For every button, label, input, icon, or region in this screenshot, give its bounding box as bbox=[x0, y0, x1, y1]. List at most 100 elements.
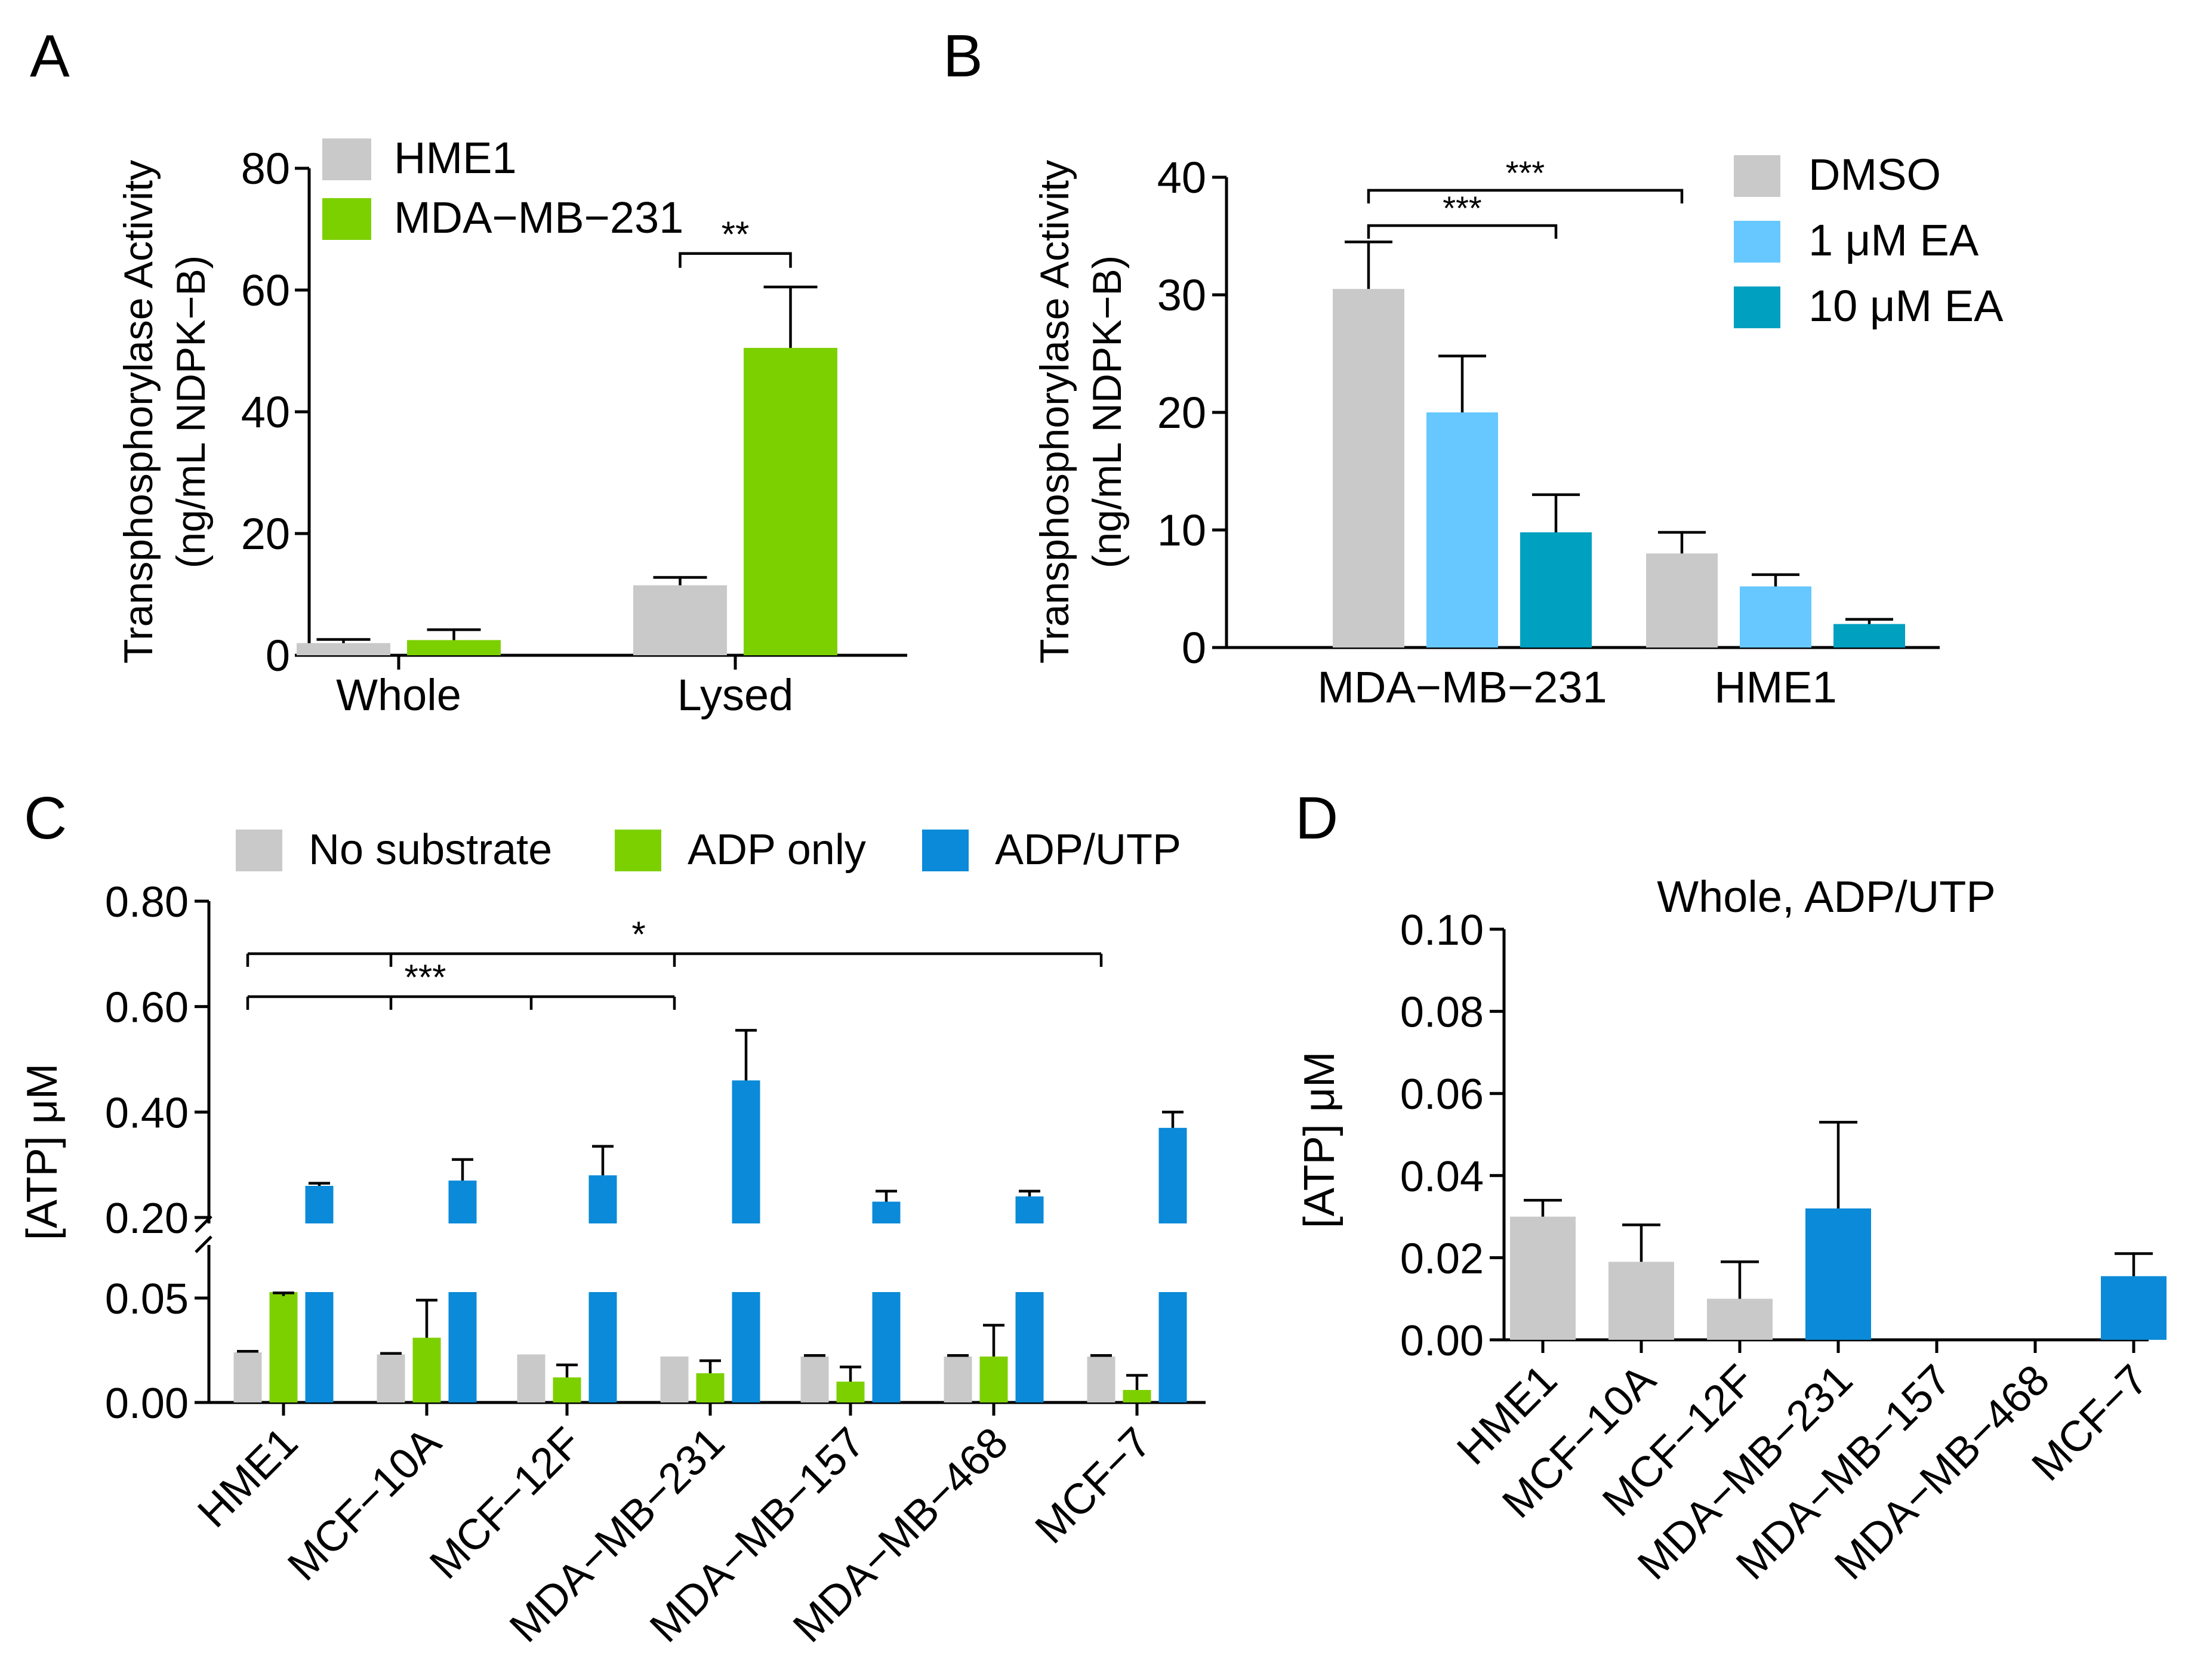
panel-a: A 0 20 40 60 80 Transphosphorylase Activity (ng… bbox=[30, 23, 907, 720]
bar-lower-segment bbox=[872, 1292, 901, 1402]
y-tick-label: 40 bbox=[241, 387, 290, 437]
bar bbox=[1646, 553, 1718, 648]
bar bbox=[305, 1186, 334, 1223]
bar bbox=[1158, 1127, 1187, 1223]
bar-lower-segment bbox=[269, 1292, 298, 1402]
significance-label: *** bbox=[404, 957, 446, 997]
legend-label: MDA−MB−231 bbox=[394, 193, 683, 242]
legend-swatch bbox=[236, 830, 282, 871]
x-tick-label: HME1 bbox=[1714, 662, 1837, 712]
bar bbox=[696, 1373, 725, 1402]
legend-label: ADP only bbox=[688, 826, 866, 874]
bar bbox=[1015, 1196, 1044, 1223]
legend-label: 1 μM EA bbox=[1808, 215, 1979, 265]
bar bbox=[2101, 1276, 2167, 1340]
y-axis-label-line1: Transphosphorylase Activity bbox=[1032, 160, 1077, 664]
bar-lower-segment bbox=[732, 1292, 760, 1402]
bar bbox=[588, 1175, 617, 1223]
bar bbox=[297, 643, 390, 655]
x-tick-label: MCF−10A bbox=[279, 1419, 450, 1590]
bar bbox=[1426, 412, 1498, 648]
chart-title: Whole, ADP/UTP bbox=[1657, 872, 1996, 921]
legend-label: No substrate bbox=[309, 826, 552, 874]
bar bbox=[800, 1357, 829, 1402]
x-tick-label: HME1 bbox=[189, 1419, 307, 1537]
panel-label-b: B bbox=[943, 23, 983, 90]
x-tick-label: MDA−MB−231 bbox=[1317, 662, 1607, 712]
bar bbox=[553, 1377, 581, 1402]
y-axis-label-line2: (ng/mL NDPK−B) bbox=[1084, 255, 1130, 569]
bar bbox=[1333, 289, 1404, 648]
y-tick-label: 0.05 bbox=[105, 1275, 189, 1323]
axis-break-mark bbox=[195, 1235, 212, 1253]
legend-swatch bbox=[922, 830, 969, 871]
bar bbox=[1707, 1299, 1773, 1340]
significance-bracket bbox=[679, 252, 792, 268]
panel-d: D Whole, ADP/UTP 0.00 0.02 0.04 0.06 0.08 0.10 [… bbox=[1295, 785, 2167, 1589]
legend-swatch bbox=[1734, 286, 1780, 328]
bar bbox=[1740, 586, 1811, 648]
legend-swatch bbox=[1734, 155, 1780, 197]
legend-label: ADP/UTP bbox=[995, 826, 1181, 874]
bar bbox=[1087, 1357, 1115, 1402]
y-tick-label: 30 bbox=[1157, 270, 1206, 320]
y-tick-label: 0.06 bbox=[1400, 1071, 1484, 1118]
bar bbox=[1608, 1262, 1674, 1340]
y-tick-label: 10 bbox=[1157, 505, 1206, 555]
significance-label: *** bbox=[1506, 154, 1545, 192]
bar-lower-segment bbox=[448, 1292, 477, 1402]
y-axis-label: Transphosphorylase Activity (ng/mL NDPK−B… bbox=[1032, 160, 1130, 664]
bar bbox=[872, 1201, 901, 1223]
bar bbox=[979, 1357, 1008, 1402]
legend-label: 10 μM EA bbox=[1808, 281, 2004, 331]
y-tick-label: 0.08 bbox=[1400, 989, 1484, 1037]
y-tick-label: 0.00 bbox=[1400, 1317, 1484, 1365]
y-axis-label: [ATP] μM bbox=[19, 1064, 66, 1240]
bar-lower-segment bbox=[1015, 1292, 1044, 1402]
panel-label-c: C bbox=[24, 785, 67, 852]
bar bbox=[633, 585, 727, 655]
panel-label-a: A bbox=[30, 23, 70, 90]
bar bbox=[1805, 1208, 1871, 1340]
significance-label: ** bbox=[722, 214, 750, 254]
bar bbox=[1510, 1216, 1576, 1340]
y-tick-label: 0 bbox=[266, 631, 290, 680]
legend-swatch bbox=[615, 830, 661, 871]
bar bbox=[1833, 624, 1905, 648]
legend-swatch bbox=[1734, 221, 1780, 263]
bar bbox=[448, 1180, 477, 1223]
significance-label: *** bbox=[1443, 189, 1481, 227]
significance-bracket bbox=[1367, 224, 1558, 239]
bar bbox=[412, 1337, 441, 1402]
y-tick-label: 20 bbox=[1157, 388, 1206, 437]
y-tick-label: 20 bbox=[241, 509, 290, 559]
bar-lower-segment bbox=[588, 1292, 617, 1402]
bar bbox=[944, 1357, 972, 1402]
bar-lower-segment bbox=[1158, 1292, 1187, 1402]
bar bbox=[836, 1382, 865, 1402]
significance-bracket bbox=[1367, 189, 1684, 204]
legend: No substrate ADP only ADP/UTP bbox=[236, 826, 1181, 874]
y-axis-label-line2: (ng/mL NDPK−B) bbox=[168, 255, 214, 569]
panel-c: C0.200.400.600.800.000.05[ATP] μMHME1MCF… bbox=[19, 785, 1206, 1651]
y-axis-label: Transphosphorylase Activity (ng/mL NDPK−B… bbox=[116, 160, 214, 664]
bar bbox=[407, 640, 501, 655]
significance-label: * bbox=[631, 914, 645, 954]
legend-label: HME1 bbox=[394, 133, 517, 183]
x-tick-label: Whole bbox=[336, 670, 461, 720]
panel-label-d: D bbox=[1295, 785, 1338, 852]
y-tick-label: 0.00 bbox=[105, 1380, 189, 1428]
x-tick-label: MCF−7 bbox=[1026, 1419, 1160, 1553]
y-tick-label: 0.60 bbox=[105, 984, 189, 1032]
panel-b: B 0 10 20 30 40 Transphosphorylase Activity (ng… bbox=[943, 23, 2004, 712]
y-tick-label: 0.10 bbox=[1400, 907, 1484, 954]
bar bbox=[1520, 532, 1592, 648]
y-tick-label: 0.40 bbox=[105, 1089, 189, 1137]
legend-swatch bbox=[322, 198, 371, 240]
bar bbox=[233, 1352, 262, 1402]
y-axis-label-line1: Transphosphorylase Activity bbox=[116, 160, 161, 664]
y-tick-label: 0.20 bbox=[105, 1195, 189, 1243]
legend: HME1 MDA−MB−231 bbox=[322, 133, 683, 242]
y-tick-label: 0.04 bbox=[1400, 1153, 1484, 1201]
